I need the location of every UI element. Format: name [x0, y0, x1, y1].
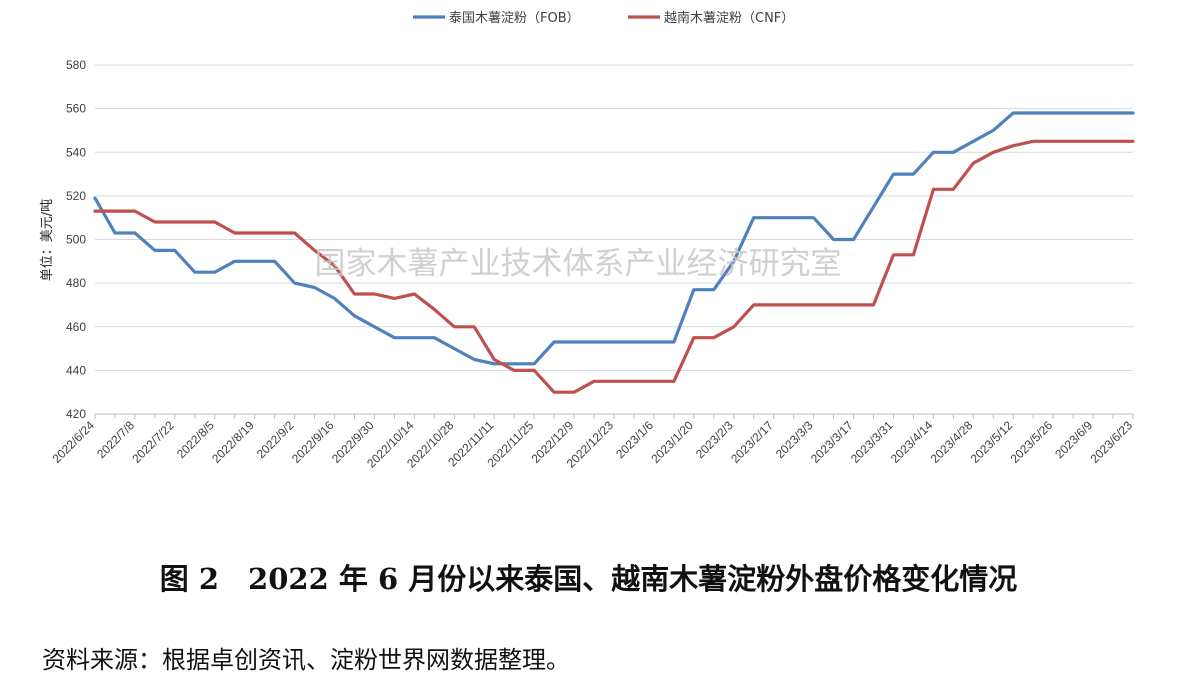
x-axis-ticks: 2022/6/242022/7/82022/7/222022/8/52022/8… [49, 414, 1135, 471]
gridlines [95, 64, 1133, 371]
x-tick-label: 2023/5/12 [968, 418, 1016, 466]
x-tick-label: 2023/1/20 [648, 418, 696, 466]
source-note: 资料来源：根据卓创资讯、淀粉世界网数据整理。 [42, 646, 570, 674]
series-lines [93, 111, 1135, 394]
x-tick-label: 2023/5/26 [1008, 418, 1056, 466]
figure-caption: 图 2 2022 年 6 月份以来泰国、越南木薯淀粉外盘价格变化情况 [159, 562, 1018, 596]
legend-label-1: 泰国木薯淀粉（FOB） [449, 11, 580, 26]
x-tick-label: 2023/4/14 [888, 418, 936, 466]
legend-label-2: 越南木薯淀粉（CNF） [664, 10, 794, 26]
legend: 泰国木薯淀粉（FOB） 越南木薯淀粉（CNF） [413, 10, 794, 26]
x-tick-label: 2022/7/22 [129, 418, 177, 466]
y-tick-label: 440 [66, 363, 86, 377]
watermark-text: 国家木薯产业技术体系产业经济研究室 [315, 246, 842, 282]
x-tick-label: 2023/4/28 [928, 418, 976, 466]
x-tick-label: 2022/9/16 [289, 418, 337, 466]
y-tick-label: 500 [66, 233, 86, 247]
x-tick-label: 2022/8/19 [209, 418, 257, 466]
y-tick-label: 480 [66, 276, 86, 290]
series-line-2 [93, 139, 1135, 394]
y-tick-label: 560 [66, 102, 86, 116]
y-tick-label: 420 [66, 407, 86, 421]
series-line-1 [93, 111, 1135, 366]
y-axis-ticks: 420 440 460 480 500 520 540 560 580 [66, 58, 86, 421]
x-tick-label: 2023/2/17 [728, 418, 776, 466]
x-tick-label: 2022/6/24 [49, 418, 97, 466]
x-tick-label: 2023/3/17 [808, 418, 856, 466]
x-tick-label: 2023/6/23 [1087, 418, 1135, 466]
x-tick-label: 2023/3/31 [848, 418, 896, 466]
y-tick-label: 460 [66, 320, 86, 334]
y-tick-label: 520 [66, 189, 86, 203]
y-tick-label: 540 [66, 145, 86, 159]
y-tick-label: 580 [66, 58, 86, 72]
y-axis-label: 单位：美元/吨 [40, 199, 55, 281]
